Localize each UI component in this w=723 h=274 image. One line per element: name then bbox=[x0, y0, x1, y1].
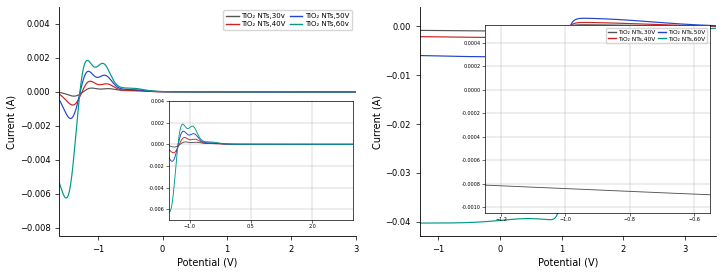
Y-axis label: Current (A): Current (A) bbox=[7, 95, 17, 149]
Y-axis label: Current (A): Current (A) bbox=[372, 95, 382, 149]
X-axis label: Potential (V): Potential (V) bbox=[177, 257, 238, 267]
Legend: TiO₂ NTs,30v, TiO₂ NTs,40V, TiO₂ NTs,50V, TiO₂ NTs,60v: TiO₂ NTs,30v, TiO₂ NTs,40V, TiO₂ NTs,50V… bbox=[223, 10, 352, 30]
X-axis label: Potential (V): Potential (V) bbox=[538, 257, 598, 267]
